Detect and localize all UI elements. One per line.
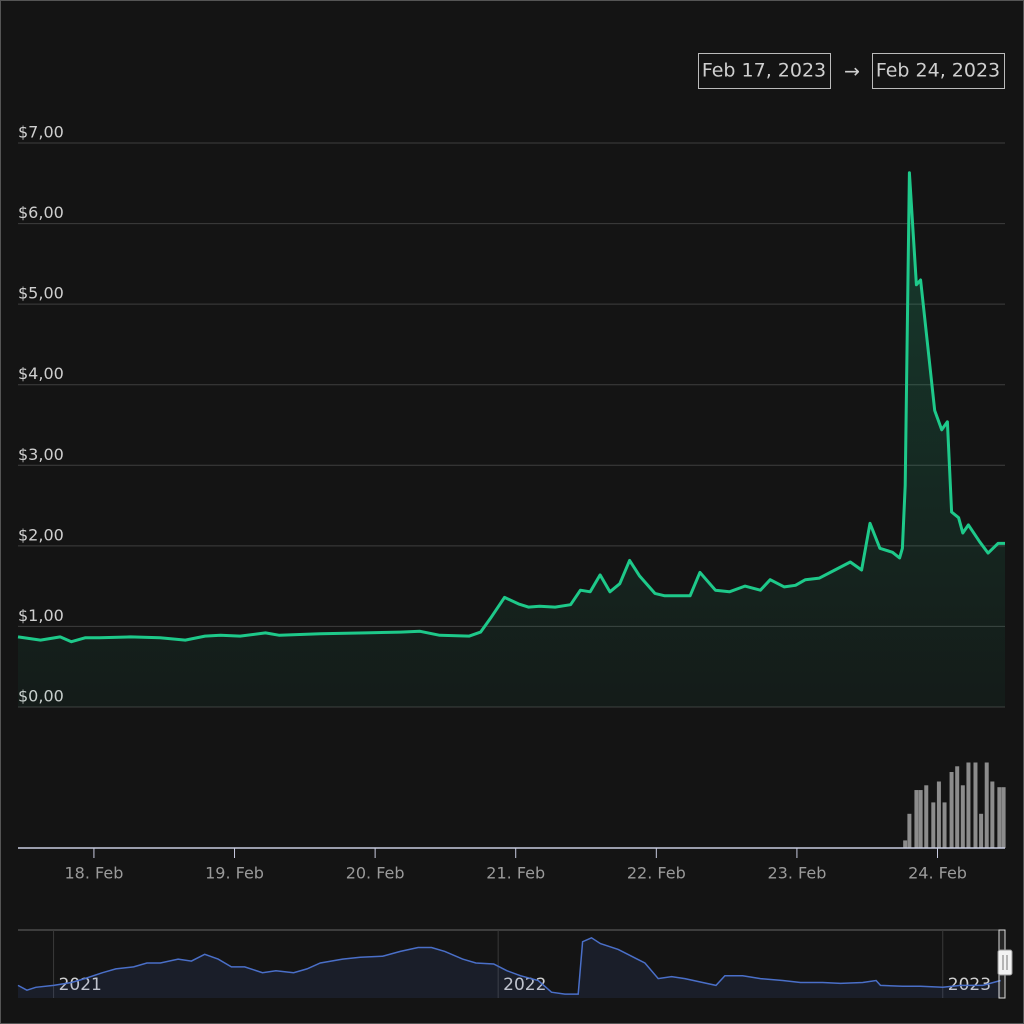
volume-bar xyxy=(903,840,908,848)
range-from[interactable]: Feb 17, 2023 xyxy=(702,60,826,82)
range-separator: → xyxy=(844,61,860,83)
volume-bar xyxy=(973,762,978,848)
x-tick-label: 22. Feb xyxy=(627,864,686,883)
x-tick-label: 19. Feb xyxy=(205,864,264,883)
x-tick-label: 21. Feb xyxy=(486,864,545,883)
price-line xyxy=(17,171,1005,644)
volume-bar xyxy=(924,785,929,848)
navigator-handle[interactable] xyxy=(997,949,1013,976)
volume-bar xyxy=(966,762,971,848)
range-from-box[interactable] xyxy=(698,53,831,89)
volume-bar xyxy=(918,790,923,848)
volume-bar xyxy=(960,785,965,848)
volume-bar xyxy=(907,813,912,848)
x-tick-label: 18. Feb xyxy=(64,864,123,883)
navigator-area xyxy=(18,937,1001,998)
y-tick-label: $1,00 xyxy=(18,606,64,625)
volume-bar xyxy=(979,813,984,848)
navigator-line xyxy=(17,936,1001,995)
volume-bar xyxy=(914,790,919,848)
x-tick-label: 24. Feb xyxy=(908,864,967,883)
range-to[interactable]: Feb 24, 2023 xyxy=(876,60,1000,82)
y-tick-label: $4,00 xyxy=(18,364,64,383)
volume-bar xyxy=(955,766,960,848)
y-tick-label: $5,00 xyxy=(18,284,64,303)
line-area xyxy=(18,172,1005,708)
volume-bar xyxy=(984,762,989,848)
x-tick-label: 23. Feb xyxy=(767,864,826,883)
volume-bar xyxy=(949,772,954,848)
volume-bar xyxy=(997,787,1002,848)
y-tick-label: $6,00 xyxy=(18,203,64,222)
volume-bar xyxy=(990,781,995,848)
volume-bar xyxy=(942,802,947,848)
volume-bar xyxy=(931,802,936,848)
y-tick-label: $2,00 xyxy=(18,525,64,544)
x-tick-label: 20. Feb xyxy=(346,864,405,883)
y-tick-label: $7,00 xyxy=(18,123,64,142)
range-to-box[interactable] xyxy=(872,53,1005,89)
y-tick-label: $3,00 xyxy=(18,445,64,464)
navigator-tick-label: 2021 xyxy=(59,975,102,995)
volume-bar xyxy=(936,781,941,848)
volume-bar xyxy=(1001,787,1006,848)
